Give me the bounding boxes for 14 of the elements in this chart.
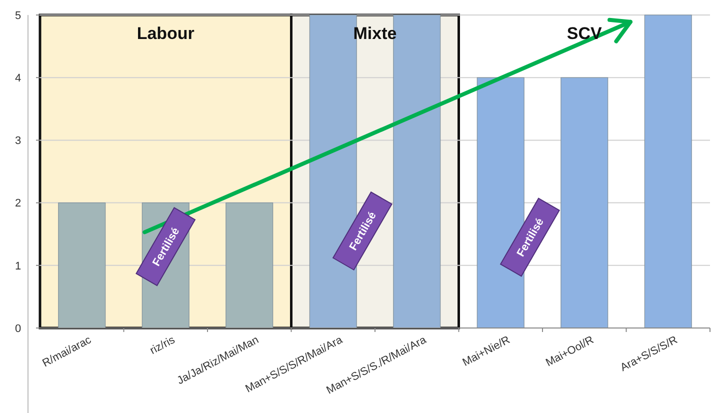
y-tick-label: 3	[14, 135, 22, 148]
bar	[58, 202, 106, 328]
y-tick-label: 2	[14, 198, 22, 210]
y-tick-label: 5	[14, 10, 22, 22]
bar	[644, 14, 692, 328]
x-tick-label: riz/ris	[148, 334, 178, 357]
y-tick-label: 4	[14, 72, 22, 84]
bar	[560, 77, 608, 328]
bar	[226, 202, 274, 328]
y-tick-label: 0	[14, 322, 22, 335]
band-label: Labour	[136, 24, 195, 43]
band-label: Mixte	[353, 24, 397, 43]
annotation: SCV	[566, 24, 603, 43]
y-tick-label: 1	[14, 260, 22, 272]
